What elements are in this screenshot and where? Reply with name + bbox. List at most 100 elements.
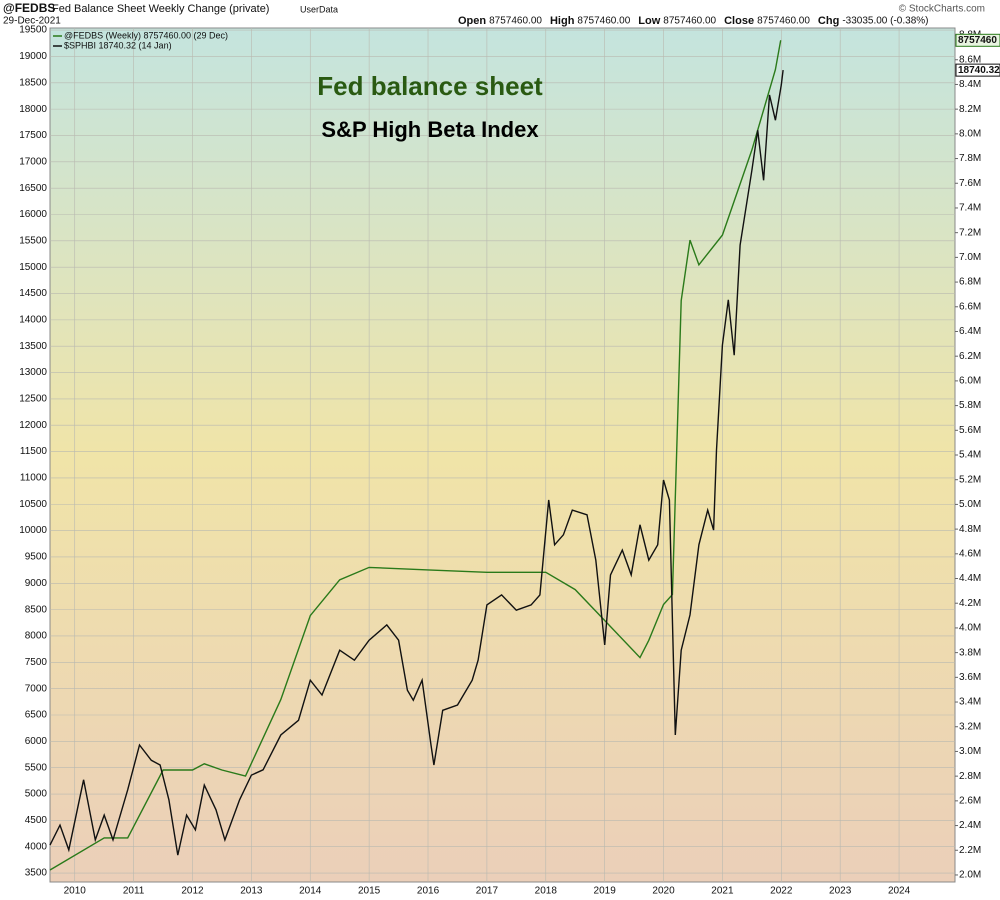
annotation: S&P High Beta Index bbox=[321, 117, 539, 142]
y2-tick-label: 8.2M bbox=[959, 104, 981, 115]
quote-label: Low bbox=[638, 15, 660, 27]
y2-tick-label: 4.0M bbox=[959, 623, 981, 634]
quote-value: 8757460.00 bbox=[757, 16, 810, 27]
end-tag-label: 18740.32 bbox=[958, 65, 1000, 76]
y-tick-label: 12500 bbox=[19, 394, 47, 405]
y2-tick-label: 3.6M bbox=[959, 672, 981, 683]
legend-label: @FEDBS (Weekly) 8757460.00 (29 Dec) bbox=[64, 30, 228, 40]
y-tick-label: 13500 bbox=[19, 341, 47, 352]
y2-tick-label: 8.4M bbox=[959, 79, 981, 90]
y2-tick-label: 7.2M bbox=[959, 227, 981, 238]
y-tick-label: 11500 bbox=[20, 446, 48, 457]
y-tick-label: 6000 bbox=[25, 736, 48, 747]
y-tick-label: 7500 bbox=[25, 657, 48, 668]
x-tick-label: 2010 bbox=[64, 886, 87, 897]
x-tick-label: 2011 bbox=[123, 886, 145, 897]
quote-value: 8757460.00 bbox=[577, 16, 630, 27]
y2-tick-label: 6.6M bbox=[959, 301, 981, 312]
y-tick-label: 5500 bbox=[25, 762, 48, 773]
y2-tick-label: 6.8M bbox=[959, 277, 981, 288]
quote-value: 8757460.00 bbox=[489, 16, 542, 27]
x-tick-label: 2024 bbox=[888, 886, 911, 897]
y-tick-label: 16000 bbox=[19, 209, 47, 220]
y2-tick-label: 8.6M bbox=[959, 54, 981, 65]
y-tick-label: 3500 bbox=[25, 868, 48, 879]
series-line bbox=[49, 70, 784, 856]
quote-value: 8757460.00 bbox=[663, 16, 716, 27]
y-tick-label: 8000 bbox=[25, 631, 48, 642]
y2-tick-label: 3.0M bbox=[959, 746, 981, 757]
x-tick-label: 2021 bbox=[711, 886, 734, 897]
y-tick-label: 14500 bbox=[19, 288, 47, 299]
end-tag: 8757460 bbox=[955, 33, 1000, 47]
quote-label: Open bbox=[458, 15, 486, 27]
y2-tick-label: 2.2M bbox=[959, 845, 981, 856]
x-tick-label: 2022 bbox=[770, 886, 793, 897]
series-name: Fed Balance Sheet Weekly Change (private… bbox=[52, 3, 269, 15]
y2-tick-label: 4.4M bbox=[959, 573, 981, 584]
y-tick-label: 8500 bbox=[25, 604, 48, 615]
y-tick-label: 4500 bbox=[25, 815, 48, 826]
end-tag-box bbox=[955, 63, 1000, 77]
y-tick-label: 11000 bbox=[20, 473, 48, 484]
y-tick-label: 16500 bbox=[19, 183, 47, 194]
y2-tick-label: 7.8M bbox=[959, 153, 981, 164]
quote-value: -33035.00 (-0.38%) bbox=[842, 16, 928, 27]
y2-tick-label: 2.8M bbox=[959, 771, 981, 782]
y2-tick-label: 5.0M bbox=[959, 499, 981, 510]
y2-tick-label: 7.4M bbox=[959, 203, 981, 214]
y-tick-label: 17000 bbox=[19, 156, 47, 167]
quote-label: Close bbox=[724, 15, 754, 27]
y2-tick-label: 2.0M bbox=[959, 870, 981, 881]
y-tick-label: 19000 bbox=[19, 51, 47, 62]
y2-tick-label: 3.2M bbox=[959, 721, 981, 732]
x-tick-label: 2016 bbox=[417, 886, 440, 897]
y-tick-label: 12000 bbox=[19, 420, 47, 431]
y-tick-label: 17500 bbox=[19, 130, 47, 141]
y-tick-label: 6500 bbox=[25, 710, 48, 721]
x-tick-label: 2015 bbox=[358, 886, 381, 897]
symbol: @FEDBS bbox=[3, 1, 55, 15]
x-tick-label: 2020 bbox=[652, 886, 675, 897]
y-tick-label: 7000 bbox=[25, 683, 48, 694]
quote-label: High bbox=[550, 15, 575, 27]
y2-tick-label: 7.6M bbox=[959, 178, 981, 189]
x-tick-label: 2019 bbox=[594, 886, 617, 897]
x-tick-label: 2014 bbox=[299, 886, 322, 897]
y2-tick-label: 3.4M bbox=[959, 697, 981, 708]
y2-tick-label: 4.6M bbox=[959, 548, 981, 559]
y-tick-label: 14000 bbox=[19, 315, 47, 326]
date: 29-Dec-2021 bbox=[3, 16, 61, 27]
quote-label: Chg bbox=[818, 15, 839, 27]
y-tick-label: 15500 bbox=[19, 235, 47, 246]
copyright: © StockCharts.com bbox=[899, 4, 985, 15]
y2-tick-label: 8.0M bbox=[959, 128, 981, 139]
y2-tick-label: 2.6M bbox=[959, 795, 981, 806]
plot-area bbox=[49, 27, 956, 883]
y-tick-label: 10500 bbox=[19, 499, 47, 510]
end-tag-box bbox=[955, 33, 1000, 47]
y2-tick-label: 6.4M bbox=[959, 326, 981, 337]
y-tick-label: 18000 bbox=[19, 104, 47, 115]
y-tick-label: 4000 bbox=[25, 841, 48, 852]
y2-tick-label: 6.0M bbox=[959, 376, 981, 387]
y2-tick-label: 5.4M bbox=[959, 450, 981, 461]
x-tick-label: 2013 bbox=[240, 886, 263, 897]
y2-tick-label: 5.2M bbox=[959, 474, 981, 485]
x-tick-label: 2017 bbox=[476, 886, 499, 897]
x-tick-label: 2012 bbox=[181, 886, 204, 897]
y-tick-label: 9500 bbox=[25, 552, 48, 563]
y2-tick-label: 5.6M bbox=[959, 425, 981, 436]
y2-tick-label: 7.0M bbox=[959, 252, 981, 263]
end-tag: 18740.32 bbox=[955, 63, 1000, 77]
y-tick-label: 10000 bbox=[19, 525, 47, 536]
end-tag-label: 8757460 bbox=[958, 35, 997, 46]
x-tick-label: 2018 bbox=[535, 886, 558, 897]
y2-tick-label: 4.8M bbox=[959, 524, 981, 535]
x-tick-label: 2023 bbox=[829, 886, 852, 897]
y2-tick-label: 6.2M bbox=[959, 351, 981, 362]
y2-tick-label: 4.2M bbox=[959, 598, 981, 609]
y2-tick-label: 2.4M bbox=[959, 820, 981, 831]
